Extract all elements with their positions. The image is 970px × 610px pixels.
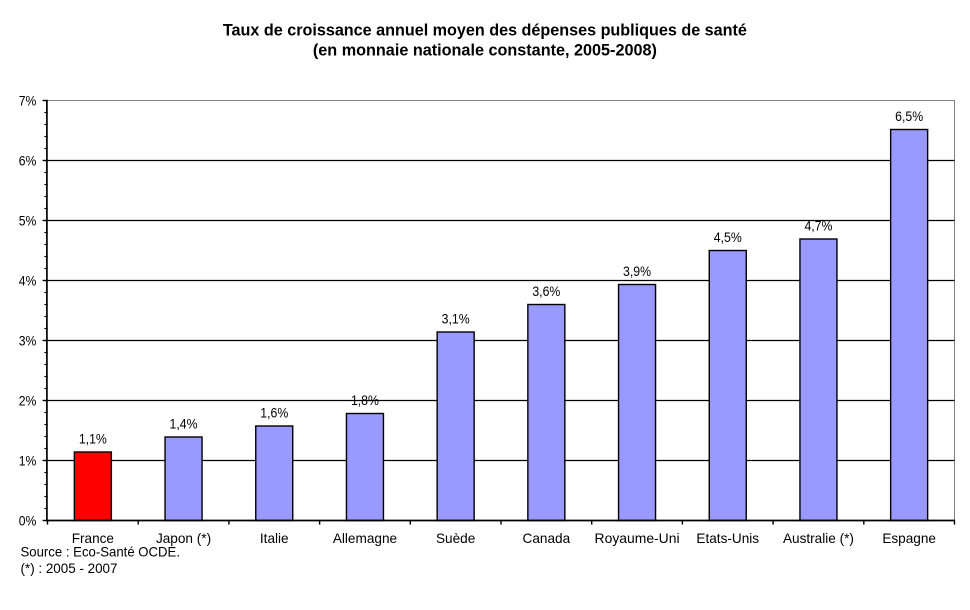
svg-text:Japon (*): Japon (*): [156, 531, 211, 546]
svg-text:(*) : 2005 - 2007: (*) : 2005 - 2007: [21, 561, 118, 576]
svg-text:1%: 1%: [19, 453, 37, 468]
svg-text:3,9%: 3,9%: [623, 264, 651, 279]
svg-text:7%: 7%: [19, 93, 37, 108]
svg-text:Source : Eco-Santé OCDE.: Source : Eco-Santé OCDE.: [21, 545, 181, 560]
svg-text:Suède: Suède: [436, 531, 475, 546]
svg-text:Australie (*): Australie (*): [783, 531, 854, 546]
svg-text:(en monnaie nationale constant: (en monnaie nationale constante, 2005-20…: [313, 41, 657, 60]
svg-text:Etats-Unis: Etats-Unis: [696, 531, 759, 546]
svg-text:3,1%: 3,1%: [442, 312, 470, 327]
svg-text:Canada: Canada: [523, 531, 571, 546]
svg-text:1,4%: 1,4%: [170, 417, 198, 432]
svg-text:Royaume-Uni: Royaume-Uni: [595, 531, 680, 546]
svg-text:5%: 5%: [19, 213, 37, 228]
svg-text:1,6%: 1,6%: [260, 406, 288, 421]
svg-text:3,6%: 3,6%: [532, 284, 560, 299]
svg-text:3%: 3%: [19, 333, 37, 348]
svg-text:1,1%: 1,1%: [79, 432, 107, 447]
svg-text:Italie: Italie: [260, 531, 289, 546]
svg-text:2%: 2%: [19, 393, 37, 408]
svg-text:0%: 0%: [19, 513, 37, 528]
svg-text:4,7%: 4,7%: [804, 219, 832, 234]
svg-text:6%: 6%: [19, 153, 37, 168]
svg-text:Espagne: Espagne: [882, 531, 936, 546]
svg-text:Allemagne: Allemagne: [333, 531, 397, 546]
svg-text:4%: 4%: [19, 273, 37, 288]
svg-text:6,5%: 6,5%: [895, 109, 923, 124]
svg-text:1,8%: 1,8%: [351, 393, 379, 408]
svg-text:Taux de croissance annuel moye: Taux de croissance annuel moyen des dépe…: [223, 20, 747, 39]
svg-text:France: France: [72, 531, 114, 546]
svg-text:4,5%: 4,5%: [714, 230, 742, 245]
